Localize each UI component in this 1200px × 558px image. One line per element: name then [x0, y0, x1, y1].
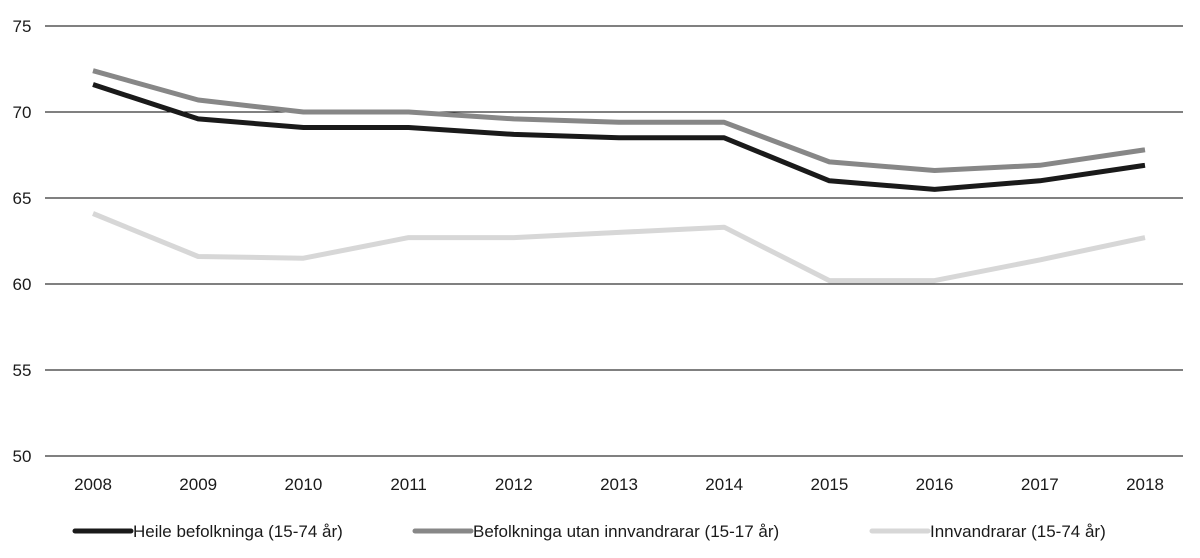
legend-label: Befolkninga utan innvandrarar (15-17 år) — [473, 522, 779, 541]
series-line-1 — [92, 82, 1146, 192]
x-axis: 2008 2009 2010 2011 2012 2013 2014 2015 2016 2017… — [74, 475, 1164, 494]
gridlines — [45, 25, 1183, 457]
legend-label: Innvandrarar (15-74 år) — [930, 522, 1106, 541]
y-tick-label: 55 — [13, 361, 32, 380]
series-lines — [92, 68, 1146, 284]
series-line-3 — [92, 211, 1146, 284]
x-tick-label: 2009 — [179, 475, 217, 494]
y-tick-label: 70 — [13, 103, 32, 122]
x-tick-label: 2008 — [74, 475, 112, 494]
legend-label: Heile befolkninga (15-74 år) — [133, 522, 343, 541]
x-tick-label: 2018 — [1126, 475, 1164, 494]
y-tick-label: 65 — [13, 189, 32, 208]
y-tick-label: 75 — [13, 17, 32, 36]
legend: Heile befolkninga (15-74 år) Befolkninga … — [72, 522, 1106, 541]
x-tick-label: 2012 — [495, 475, 533, 494]
series-line-2 — [92, 68, 1146, 173]
x-tick-label: 2013 — [600, 475, 638, 494]
x-tick-label: 2010 — [284, 475, 322, 494]
x-tick-label: 2014 — [705, 475, 743, 494]
y-tick-label: 60 — [13, 275, 32, 294]
x-tick-label: 2011 — [390, 475, 427, 494]
y-tick-label: 50 — [13, 447, 32, 466]
y-axis: 50 55 60 65 70 75 — [13, 17, 32, 466]
x-tick-label: 2016 — [916, 475, 954, 494]
x-tick-label: 2017 — [1021, 475, 1059, 494]
x-tick-label: 2015 — [810, 475, 848, 494]
